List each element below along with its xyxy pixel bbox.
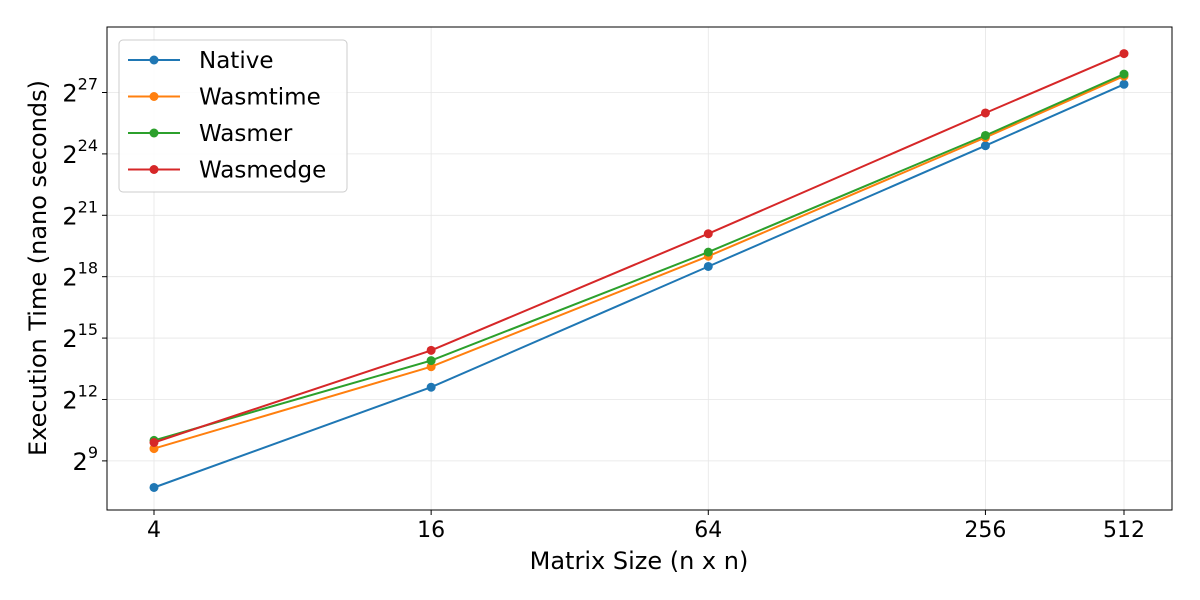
- legend-swatch-marker: [149, 92, 159, 101]
- legend-entry: Native: [128, 48, 273, 74]
- data-point: [426, 345, 436, 355]
- y-tick-label: 227: [62, 74, 98, 107]
- data-point: [1119, 79, 1129, 89]
- x-axis-label: Matrix Size (n x n): [530, 547, 749, 575]
- data-point: [1119, 49, 1129, 59]
- data-point: [149, 482, 159, 492]
- data-point: [426, 356, 436, 366]
- data-point: [980, 130, 990, 140]
- series-layer: [149, 49, 1129, 492]
- y-axis-ticks: 29 212 215 218 221 224 227: [62, 74, 107, 476]
- data-point: [149, 437, 159, 447]
- legend-entry: Wasmedge: [128, 158, 326, 184]
- legend-swatch-marker: [149, 55, 159, 65]
- y-axis-label: Execution Time (nano seconds): [24, 80, 52, 456]
- data-point: [426, 382, 436, 392]
- legend-label: Wasmer: [199, 121, 293, 147]
- x-tick-label: 4: [147, 518, 161, 543]
- data-point: [703, 261, 713, 271]
- x-tick-label: 512: [1103, 518, 1145, 543]
- y-tick-label: 221: [62, 197, 98, 230]
- x-axis-ticks: 4 16 64 256 512: [147, 510, 1145, 543]
- legend: Native Wasmtime Wasmer Wasmedge: [118, 39, 348, 193]
- y-tick-label: 29: [73, 443, 98, 476]
- legend-box: [118, 39, 348, 193]
- series-wasmer: [149, 69, 1129, 445]
- y-tick-label: 215: [62, 320, 98, 353]
- legend-label: Wasmtime: [199, 85, 321, 111]
- plot-area-frame: [106, 26, 1173, 511]
- legend-entry: Wasmer: [128, 121, 293, 147]
- x-tick-label: 16: [417, 518, 445, 543]
- data-point: [703, 247, 713, 257]
- series-wasmedge: [149, 49, 1129, 447]
- data-point: [703, 229, 713, 239]
- data-point: [1119, 69, 1129, 79]
- x-tick-label: 64: [694, 518, 722, 543]
- legend-swatch-marker: [149, 165, 159, 174]
- series-native: [149, 79, 1129, 492]
- y-tick-label: 212: [62, 381, 98, 414]
- legend-label: Native: [199, 48, 273, 74]
- legend-label: Wasmedge: [199, 158, 326, 184]
- legend-entry: Wasmtime: [128, 85, 321, 111]
- legend-swatch-marker: [149, 128, 159, 138]
- y-tick-label: 218: [62, 259, 98, 292]
- x-tick-label: 256: [964, 518, 1006, 543]
- data-point: [980, 108, 990, 118]
- data-point: [980, 141, 990, 151]
- y-tick-label: 224: [62, 136, 98, 169]
